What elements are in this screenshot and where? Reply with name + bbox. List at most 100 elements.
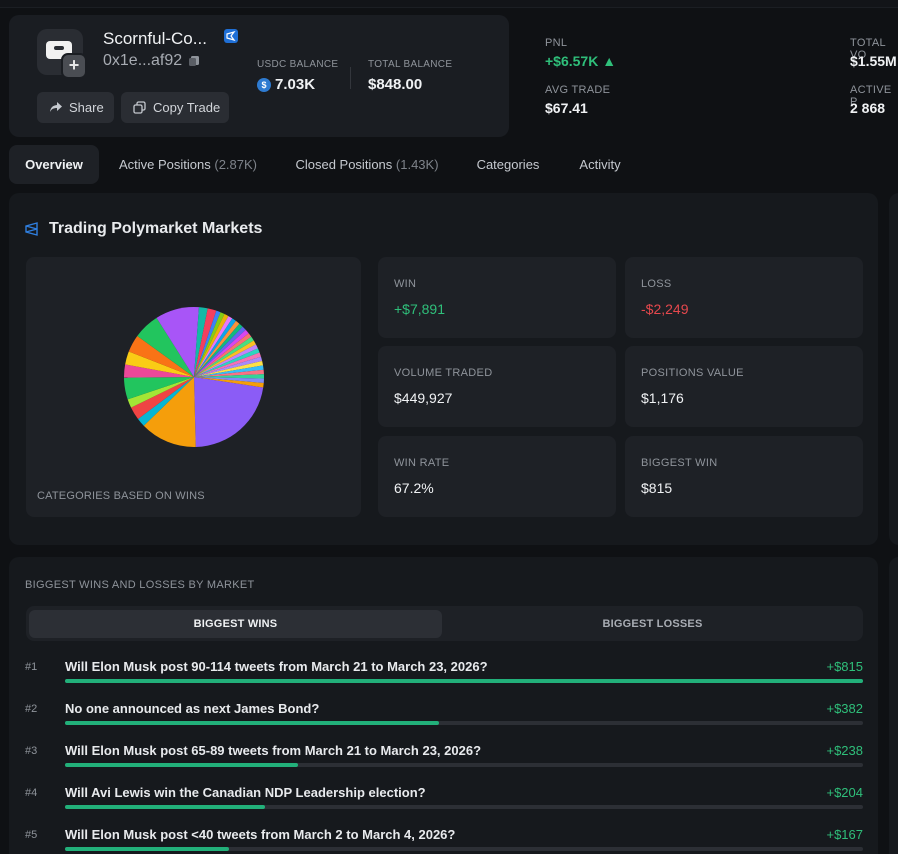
pie-slice-3[interactable] bbox=[131, 377, 194, 419]
pie-slice-33[interactable] bbox=[194, 377, 264, 384]
pie-slice-29[interactable] bbox=[194, 360, 264, 377]
metric-value: $815 bbox=[641, 480, 673, 496]
market-amount: +$238 bbox=[826, 743, 863, 758]
tab-closed-positions[interactable]: Closed Positions (1.43K) bbox=[286, 145, 448, 184]
market-bar-fill bbox=[65, 805, 265, 809]
pie-slice-9[interactable] bbox=[137, 317, 194, 377]
copy-address-icon[interactable] bbox=[188, 55, 200, 67]
biggest-losses-button[interactable]: BIGGEST LOSSES bbox=[602, 618, 703, 630]
add-icon[interactable]: + bbox=[61, 53, 87, 79]
pie-slice-31[interactable] bbox=[194, 369, 264, 377]
pie-slice-17[interactable] bbox=[194, 318, 236, 377]
copy-icon bbox=[133, 101, 146, 114]
pie-slice-8[interactable] bbox=[128, 335, 194, 377]
tab-categories-label: Categories bbox=[476, 157, 540, 172]
pie-slice-7[interactable] bbox=[125, 351, 194, 377]
pie-slice-28[interactable] bbox=[194, 356, 263, 377]
pie-slice-13[interactable] bbox=[194, 310, 221, 377]
pie-slice-34[interactable] bbox=[194, 377, 264, 388]
total-volume-label: TOTAL VO bbox=[850, 37, 886, 61]
active-positions-value: 2 868 bbox=[850, 100, 886, 116]
pie-slice-30[interactable] bbox=[194, 365, 264, 377]
pie-slice-10[interactable] bbox=[156, 307, 199, 377]
metric-label: BIGGEST WIN bbox=[641, 457, 718, 469]
total-balance-label: TOTAL BALANCE bbox=[368, 59, 453, 70]
market-rank: #5 bbox=[25, 829, 38, 841]
verified-badge-icon bbox=[224, 29, 238, 43]
pie-slice-2[interactable] bbox=[137, 377, 194, 426]
avg-trade-value: $67.41 bbox=[545, 100, 588, 116]
market-rank: #3 bbox=[25, 745, 38, 757]
profile-card: + Scornful-Co... 0x1e...af92 USDC BALANC… bbox=[9, 15, 509, 137]
tab-overview[interactable]: Overview bbox=[9, 145, 99, 184]
pnl-label: PNL bbox=[545, 37, 568, 49]
copy-trade-label: Copy Trade bbox=[153, 100, 221, 115]
market-question[interactable]: Will Elon Musk post 90-114 tweets from M… bbox=[65, 659, 488, 674]
pie-slice-24[interactable] bbox=[194, 340, 256, 377]
total-volume-value: $1.55M bbox=[850, 53, 897, 69]
metric-value: 67.2% bbox=[394, 480, 434, 496]
tab-active-positions-label: Active Positions bbox=[118, 157, 211, 172]
pie-slice-18[interactable] bbox=[194, 320, 240, 377]
metric-label: WIN RATE bbox=[394, 457, 450, 469]
tab-activity[interactable]: Activity bbox=[568, 145, 632, 184]
pie-slice-22[interactable] bbox=[194, 333, 252, 377]
market-question[interactable]: Will Elon Musk post <40 tweets from Marc… bbox=[65, 827, 456, 842]
tab-active-positions[interactable]: Active Positions (2.87K) bbox=[108, 145, 268, 184]
pie-slice-11[interactable] bbox=[194, 307, 208, 377]
market-row[interactable]: #2 No one announced as next James Bond? … bbox=[0, 701, 898, 745]
market-question[interactable]: Will Elon Musk post 65-89 tweets from Ma… bbox=[65, 743, 482, 758]
balance-divider bbox=[350, 67, 351, 89]
pie-slice-21[interactable] bbox=[194, 329, 249, 377]
copy-trade-button[interactable]: Copy Trade bbox=[121, 92, 229, 123]
pie-slice-12[interactable] bbox=[194, 308, 217, 377]
wins-losses-toggle: BIGGEST WINS BIGGEST LOSSES bbox=[26, 606, 863, 641]
pie-slice-15[interactable] bbox=[194, 314, 229, 377]
metric-label: POSITIONS VALUE bbox=[641, 367, 744, 379]
share-button[interactable]: Share bbox=[37, 92, 114, 123]
tab-activity-label: Activity bbox=[579, 157, 621, 172]
market-bar-fill bbox=[65, 679, 863, 683]
pie-slice-16[interactable] bbox=[194, 316, 233, 377]
metric-value: -$2,249 bbox=[641, 301, 689, 317]
pie-slice-20[interactable] bbox=[194, 326, 246, 377]
pie-slice-27[interactable] bbox=[194, 352, 261, 377]
market-row[interactable]: #1 Will Elon Musk post 90-114 tweets fro… bbox=[0, 659, 898, 703]
market-amount: +$167 bbox=[826, 827, 863, 842]
market-question[interactable]: Will Avi Lewis win the Canadian NDP Lead… bbox=[65, 785, 426, 800]
market-question[interactable]: No one announced as next James Bond? bbox=[65, 701, 320, 716]
pie-slice-23[interactable] bbox=[194, 336, 254, 377]
side-panel-lower bbox=[889, 557, 898, 854]
wallet-address: 0x1e...af92 bbox=[103, 52, 183, 69]
metric-card-win-rate: WIN RATE 67.2% bbox=[378, 436, 616, 517]
pie-slice-0[interactable] bbox=[194, 377, 264, 447]
pie-slice-14[interactable] bbox=[194, 312, 225, 377]
avg-trade-label: AVG TRADE bbox=[545, 84, 611, 96]
pie-slice-4[interactable] bbox=[127, 377, 194, 408]
market-bar-fill bbox=[65, 847, 229, 851]
market-rank: #1 bbox=[25, 661, 38, 673]
pie-slice-25[interactable] bbox=[194, 344, 258, 377]
polymarket-icon bbox=[25, 222, 38, 236]
pie-slice-5[interactable] bbox=[124, 377, 194, 400]
total-balance-value: $848.00 bbox=[368, 76, 423, 93]
market-row[interactable]: #3 Will Elon Musk post 65-89 tweets from… bbox=[0, 743, 898, 787]
market-row[interactable]: #5 Will Elon Musk post <40 tweets from M… bbox=[0, 827, 898, 854]
pie-slice-1[interactable] bbox=[143, 377, 196, 447]
metric-label: LOSS bbox=[641, 278, 672, 290]
pie-slice-19[interactable] bbox=[194, 323, 243, 377]
market-rank: #2 bbox=[25, 703, 38, 715]
metric-label: WIN bbox=[394, 278, 417, 290]
tab-categories[interactable]: Categories bbox=[466, 145, 550, 184]
biggest-wins-button[interactable]: BIGGEST WINS bbox=[29, 610, 442, 638]
market-amount: +$815 bbox=[826, 659, 863, 674]
market-row[interactable]: #4 Will Avi Lewis win the Canadian NDP L… bbox=[0, 785, 898, 829]
pie-slice-26[interactable] bbox=[194, 348, 260, 377]
market-rank: #4 bbox=[25, 787, 38, 799]
pie-slice-32[interactable] bbox=[194, 374, 264, 379]
pie-slice-6[interactable] bbox=[124, 364, 194, 378]
wins-losses-title: BIGGEST WINS AND LOSSES BY MARKET bbox=[25, 579, 255, 591]
metric-value: $449,927 bbox=[394, 390, 453, 406]
market-bar-track bbox=[65, 763, 863, 767]
